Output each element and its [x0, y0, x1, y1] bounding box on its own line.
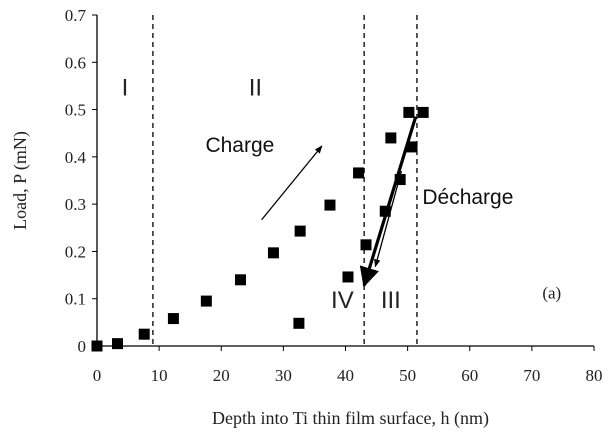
data-point: [200, 295, 212, 307]
direction-arrow: [374, 170, 403, 268]
data-point: [294, 225, 306, 237]
data-point: [403, 106, 415, 118]
x-axis-title: Depth into Ti thin film surface, h (nm): [212, 408, 489, 429]
data-point: [385, 132, 397, 144]
y-axis-title: Load, P (mN): [10, 131, 31, 230]
data-point: [91, 340, 103, 352]
data-point: [379, 205, 391, 217]
y-tick-label: 0: [78, 337, 87, 356]
data-point: [138, 328, 150, 340]
plot-area: 0 10 20 30 40 50 60 70 80 0 0.1 0.2 0.3 0.4 0.5 0.6 0.7 I…: [65, 6, 603, 385]
panel-label: (a): [542, 284, 561, 303]
y-tick-label: 0.6: [65, 53, 86, 72]
x-tick-label: 40: [337, 366, 354, 385]
region-label: I: [122, 74, 129, 101]
x-tick-label: 20: [213, 366, 230, 385]
data-point: [293, 317, 305, 329]
x-tick-label: 70: [523, 366, 540, 385]
data-point: [394, 174, 406, 186]
y-tick-label: 0.7: [65, 6, 87, 25]
x-tick-label: 50: [399, 366, 416, 385]
data-point: [167, 313, 179, 325]
data-point: [406, 141, 418, 153]
x-tick-label: 30: [275, 366, 292, 385]
data-point: [324, 199, 336, 211]
y-tick-label: 0.5: [65, 101, 86, 120]
direction-arrow: [261, 145, 323, 221]
data-point: [417, 106, 429, 118]
region-label: IV: [331, 287, 354, 314]
y-tick-label: 0.1: [65, 290, 86, 309]
x-tick-label: 80: [586, 366, 603, 385]
data-point: [353, 167, 365, 179]
x-tick-label: 10: [151, 366, 168, 385]
data-point: [112, 338, 124, 350]
y-tick-label: 0.2: [65, 242, 86, 261]
region-label: II: [249, 74, 262, 101]
data-point: [342, 271, 354, 283]
x-tick-label: 60: [461, 366, 478, 385]
data-point: [235, 274, 247, 286]
region-label: III: [381, 287, 401, 314]
data-point: [267, 247, 279, 259]
data-point: [360, 239, 372, 251]
annotation-label: Décharge: [422, 186, 513, 209]
x-tick-label: 0: [93, 366, 102, 385]
annotation-label: Charge: [205, 134, 274, 157]
y-tick-label: 0.4: [65, 148, 87, 167]
y-tick-label: 0.3: [65, 195, 86, 214]
